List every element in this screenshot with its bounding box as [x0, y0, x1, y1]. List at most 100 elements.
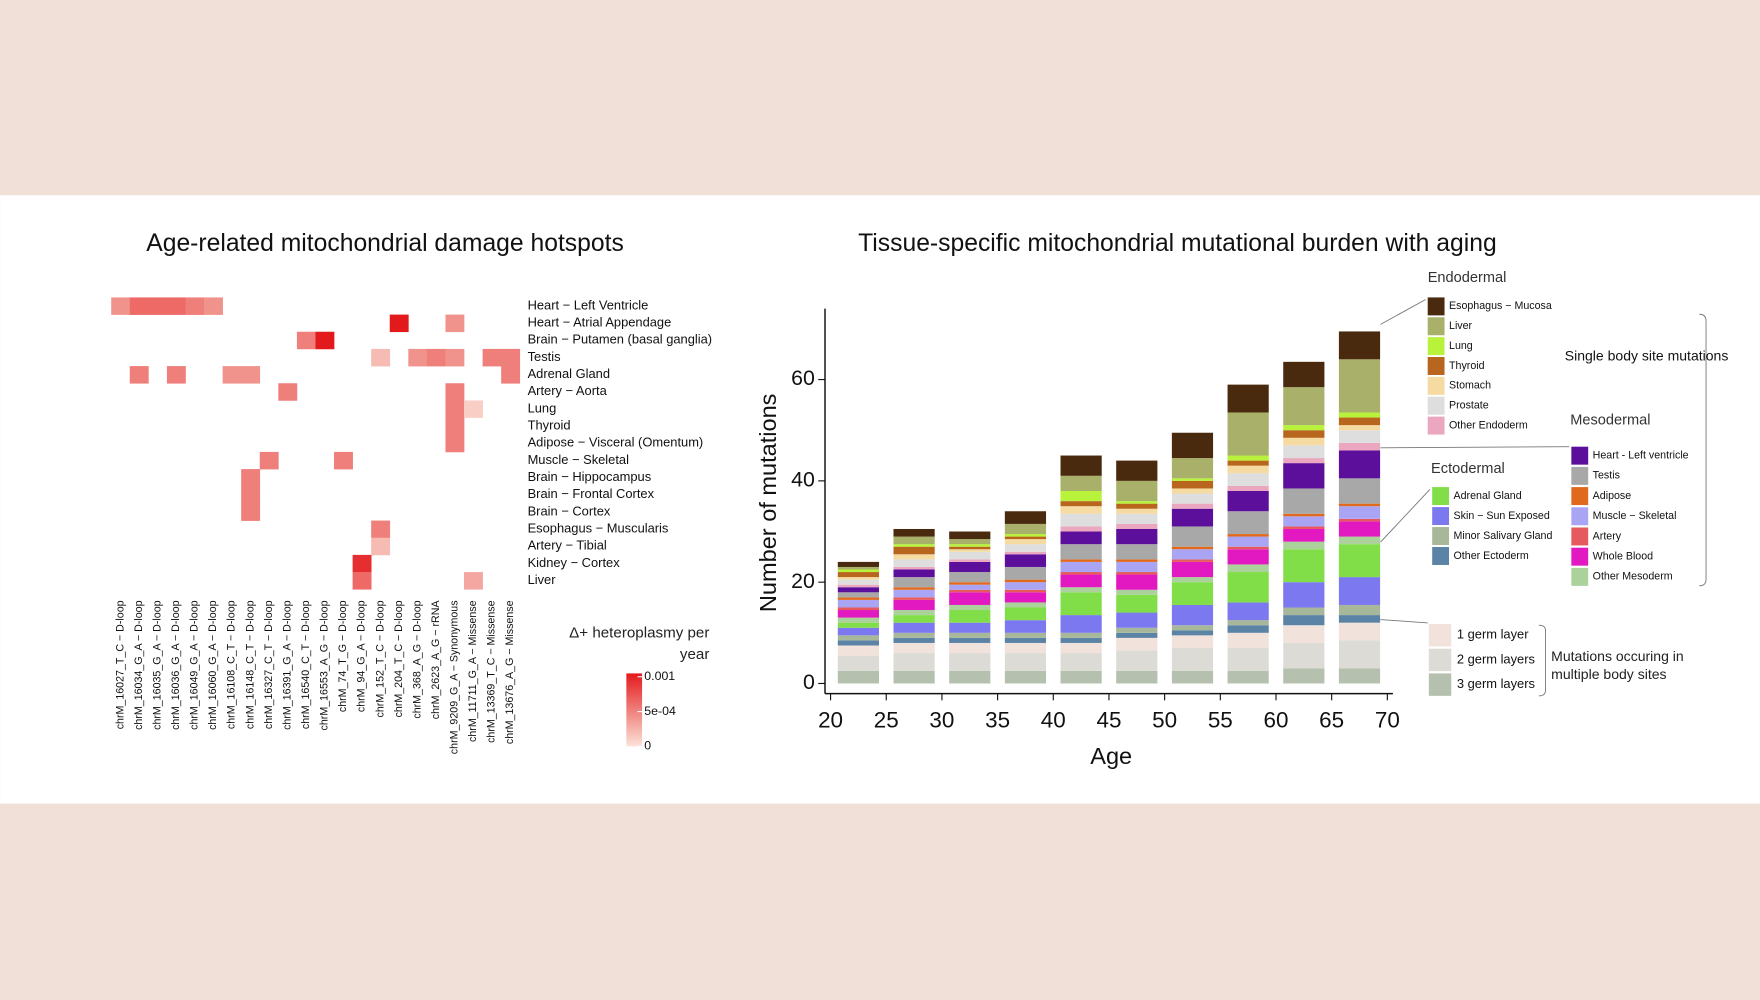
bar-title: Tissue-specific mitochondrial mutational…: [858, 230, 1497, 257]
bar-segment: [1171, 604, 1214, 626]
bar-segment: [893, 554, 935, 560]
bar-segment: [837, 607, 880, 611]
bar-segment: [1060, 637, 1102, 643]
legend-label: 3 germ layers: [1457, 676, 1535, 691]
bar-segment: [1338, 622, 1381, 641]
bar-segment: [1060, 526, 1102, 532]
brace: [1699, 313, 1707, 587]
heat-cell: [241, 503, 261, 521]
bar-segment: [1116, 574, 1158, 590]
bar-segment: [837, 622, 880, 628]
bar-segment: [949, 572, 991, 583]
bar-segment: [1283, 615, 1325, 626]
column-label: chrM_16049_G_A − D-loop: [189, 600, 201, 730]
bar-segment: [1283, 387, 1325, 426]
column-label: chrM_16036_G_A − D-loop: [170, 600, 182, 730]
bar-segment: [893, 589, 935, 598]
bar-segment: [1227, 602, 1269, 621]
bar-segment: [1004, 539, 1047, 545]
heat-cell: [278, 383, 298, 401]
row-label: Brain − Cortex: [528, 503, 611, 518]
bar-segment: [1227, 620, 1269, 626]
bar-segment: [1060, 574, 1102, 588]
legend-label: Whole Blood: [1593, 550, 1653, 562]
bar-segment: [1060, 642, 1102, 654]
bar-segment: [949, 584, 991, 590]
legend-swatch: [1571, 547, 1589, 566]
bar-segment: [1338, 425, 1381, 431]
bar-segment: [1004, 589, 1047, 593]
bar-segment: [1227, 490, 1269, 512]
y-tick-label: 60: [791, 366, 815, 390]
bar-segment: [1338, 442, 1381, 451]
bar-segment: [1004, 551, 1047, 555]
bar-segment: [1116, 632, 1158, 638]
row-label: Brain − Putamen (basal ganglia): [528, 332, 713, 347]
legend-label: Liver: [1449, 320, 1473, 332]
y-axis-title: Number of mutations: [755, 394, 781, 613]
bar-segment: [837, 569, 880, 573]
column-label: chrM_368_A_G − D-loop: [411, 600, 423, 718]
column-label: chrM_16108_C_T − D-loop: [226, 600, 238, 729]
bar-segment: [949, 546, 991, 550]
row-label: Brain − Frontal Cortex: [528, 486, 655, 501]
bar-segment: [1004, 602, 1047, 608]
x-tick-label: 30: [929, 708, 954, 733]
heat-cell: [426, 348, 446, 367]
bar-segment: [1171, 458, 1214, 479]
heat-cell: [501, 366, 521, 384]
bar-segment: [893, 528, 935, 537]
bar-segment: [1283, 513, 1325, 517]
legend-label: Adrenal Gland: [1454, 490, 1522, 502]
bar-segment: [893, 599, 935, 611]
bar-segment: [1227, 549, 1269, 565]
colorbar-tick-label: 5e-04: [644, 704, 676, 718]
bar-segment: [837, 617, 880, 623]
legend-swatch: [1427, 416, 1445, 435]
colorbar: [626, 673, 643, 747]
bar-segment: [1171, 508, 1214, 527]
bar-segment: [1338, 640, 1381, 669]
column-label: chrM_16540_C_T − D-loop: [300, 600, 312, 729]
bar-segment: [1116, 508, 1158, 514]
bar-segment: [1227, 412, 1269, 456]
bar-segment: [1338, 478, 1381, 504]
bar-segment: [1060, 501, 1102, 507]
legend-swatch: [1427, 297, 1445, 316]
legend-label: Other Ectoderm: [1454, 550, 1529, 562]
row-label: Brain − Hippocampus: [528, 469, 652, 484]
bar-segment: [949, 582, 991, 585]
bar-segment: [893, 577, 935, 588]
bar-segment: [949, 531, 991, 540]
row-label: Heart − Atrial Appendage: [528, 315, 672, 330]
connector: [1380, 299, 1426, 325]
bar-segment: [1227, 536, 1269, 547]
row-label: Kidney − Cortex: [528, 555, 621, 570]
legend-group-title: Mesodermal: [1570, 413, 1650, 429]
bar-segment: [1004, 511, 1047, 524]
bar-segment: [893, 622, 935, 633]
bar-segment: [837, 561, 880, 567]
bar-segment: [949, 549, 991, 552]
legend-swatch: [1571, 446, 1589, 465]
row-label: Testis: [528, 349, 561, 364]
column-label: chrM_9209_G_A − Synonymous: [449, 600, 461, 754]
bar-segment: [837, 635, 880, 641]
bar-segment: [1004, 653, 1047, 671]
legend-swatch: [1571, 567, 1589, 586]
bar-segment: [837, 577, 880, 580]
legend-label: Minor Salivary Gland: [1454, 530, 1553, 542]
bar-segment: [1116, 513, 1158, 524]
row-label: Heart − Left Ventricle: [528, 297, 649, 312]
y-tick-label: 20: [791, 569, 815, 593]
bar-segment: [1004, 642, 1047, 654]
legend-swatch: [1427, 357, 1445, 375]
legend-label: Other Mesoderm: [1593, 571, 1673, 583]
bar-segment: [1227, 572, 1269, 603]
row-label: Esophagus − Muscularis: [528, 521, 669, 536]
bar-segment: [1116, 503, 1158, 509]
legend-label: Stomach: [1449, 380, 1491, 392]
bar-segment: [837, 670, 880, 684]
bar-segment: [1171, 577, 1214, 583]
legend-label: Thyroid: [1449, 360, 1485, 372]
